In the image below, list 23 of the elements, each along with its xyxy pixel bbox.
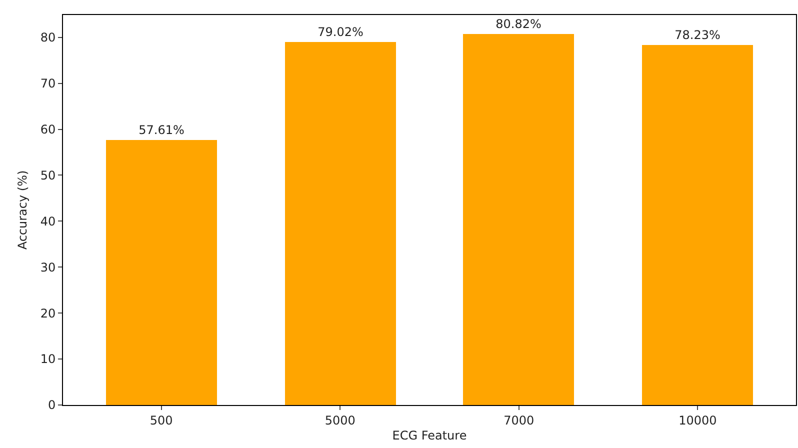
y-tick-label: 30 bbox=[40, 260, 56, 274]
data-label: 78.23% bbox=[674, 28, 720, 42]
x-axis-title: ECG Feature bbox=[392, 428, 467, 442]
x-tick-label: 5000 bbox=[324, 413, 356, 428]
y-tick-label: 40 bbox=[40, 214, 56, 228]
bar bbox=[642, 45, 753, 405]
data-label: 57.61% bbox=[138, 123, 184, 137]
y-tick-label: 60 bbox=[40, 122, 56, 136]
bar bbox=[463, 34, 574, 405]
x-tick-label: 7000 bbox=[504, 413, 534, 428]
y-tick-label: 10 bbox=[40, 352, 56, 366]
x-tick-label: 500 bbox=[150, 413, 173, 428]
y-tick-label: 50 bbox=[40, 168, 56, 182]
y-tick-label: 20 bbox=[40, 306, 56, 320]
y-tick-label: 0 bbox=[48, 398, 56, 412]
data-label: 80.82% bbox=[496, 17, 542, 31]
data-label: 79.02% bbox=[318, 25, 364, 39]
bar bbox=[285, 42, 396, 405]
y-axis-title: Accuracy (%) bbox=[16, 170, 30, 250]
x-tick-label: 10000 bbox=[678, 413, 717, 428]
bar bbox=[106, 140, 217, 405]
y-tick-label: 70 bbox=[40, 76, 56, 90]
y-tick-label: 80 bbox=[40, 30, 56, 45]
